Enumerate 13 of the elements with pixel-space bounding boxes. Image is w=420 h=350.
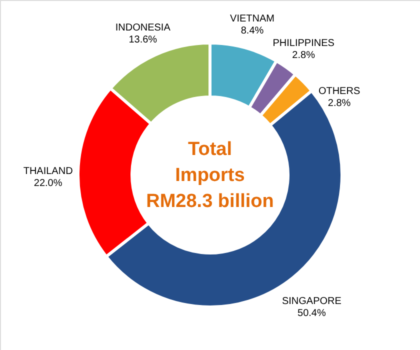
text: Total Imports RM28.3 billion xyxy=(146,139,274,212)
data-label: 50.4% xyxy=(298,308,326,320)
slice-label: OTHERS xyxy=(318,86,360,98)
slice-label: PHILIPPINES xyxy=(272,38,335,49)
slice-label: SINGAPORE xyxy=(282,296,342,308)
data-label: 13.6% xyxy=(128,34,158,46)
slice-label: INDONESIA xyxy=(115,22,171,34)
slice-label: THAILAND xyxy=(23,166,73,177)
slice-label: VIETNAM xyxy=(230,14,274,25)
data-label: 2.8% xyxy=(328,98,351,110)
data-label: 22.0% xyxy=(34,178,62,189)
data-label: 8.4% xyxy=(240,26,264,37)
data-label: 2.8% xyxy=(292,50,316,61)
